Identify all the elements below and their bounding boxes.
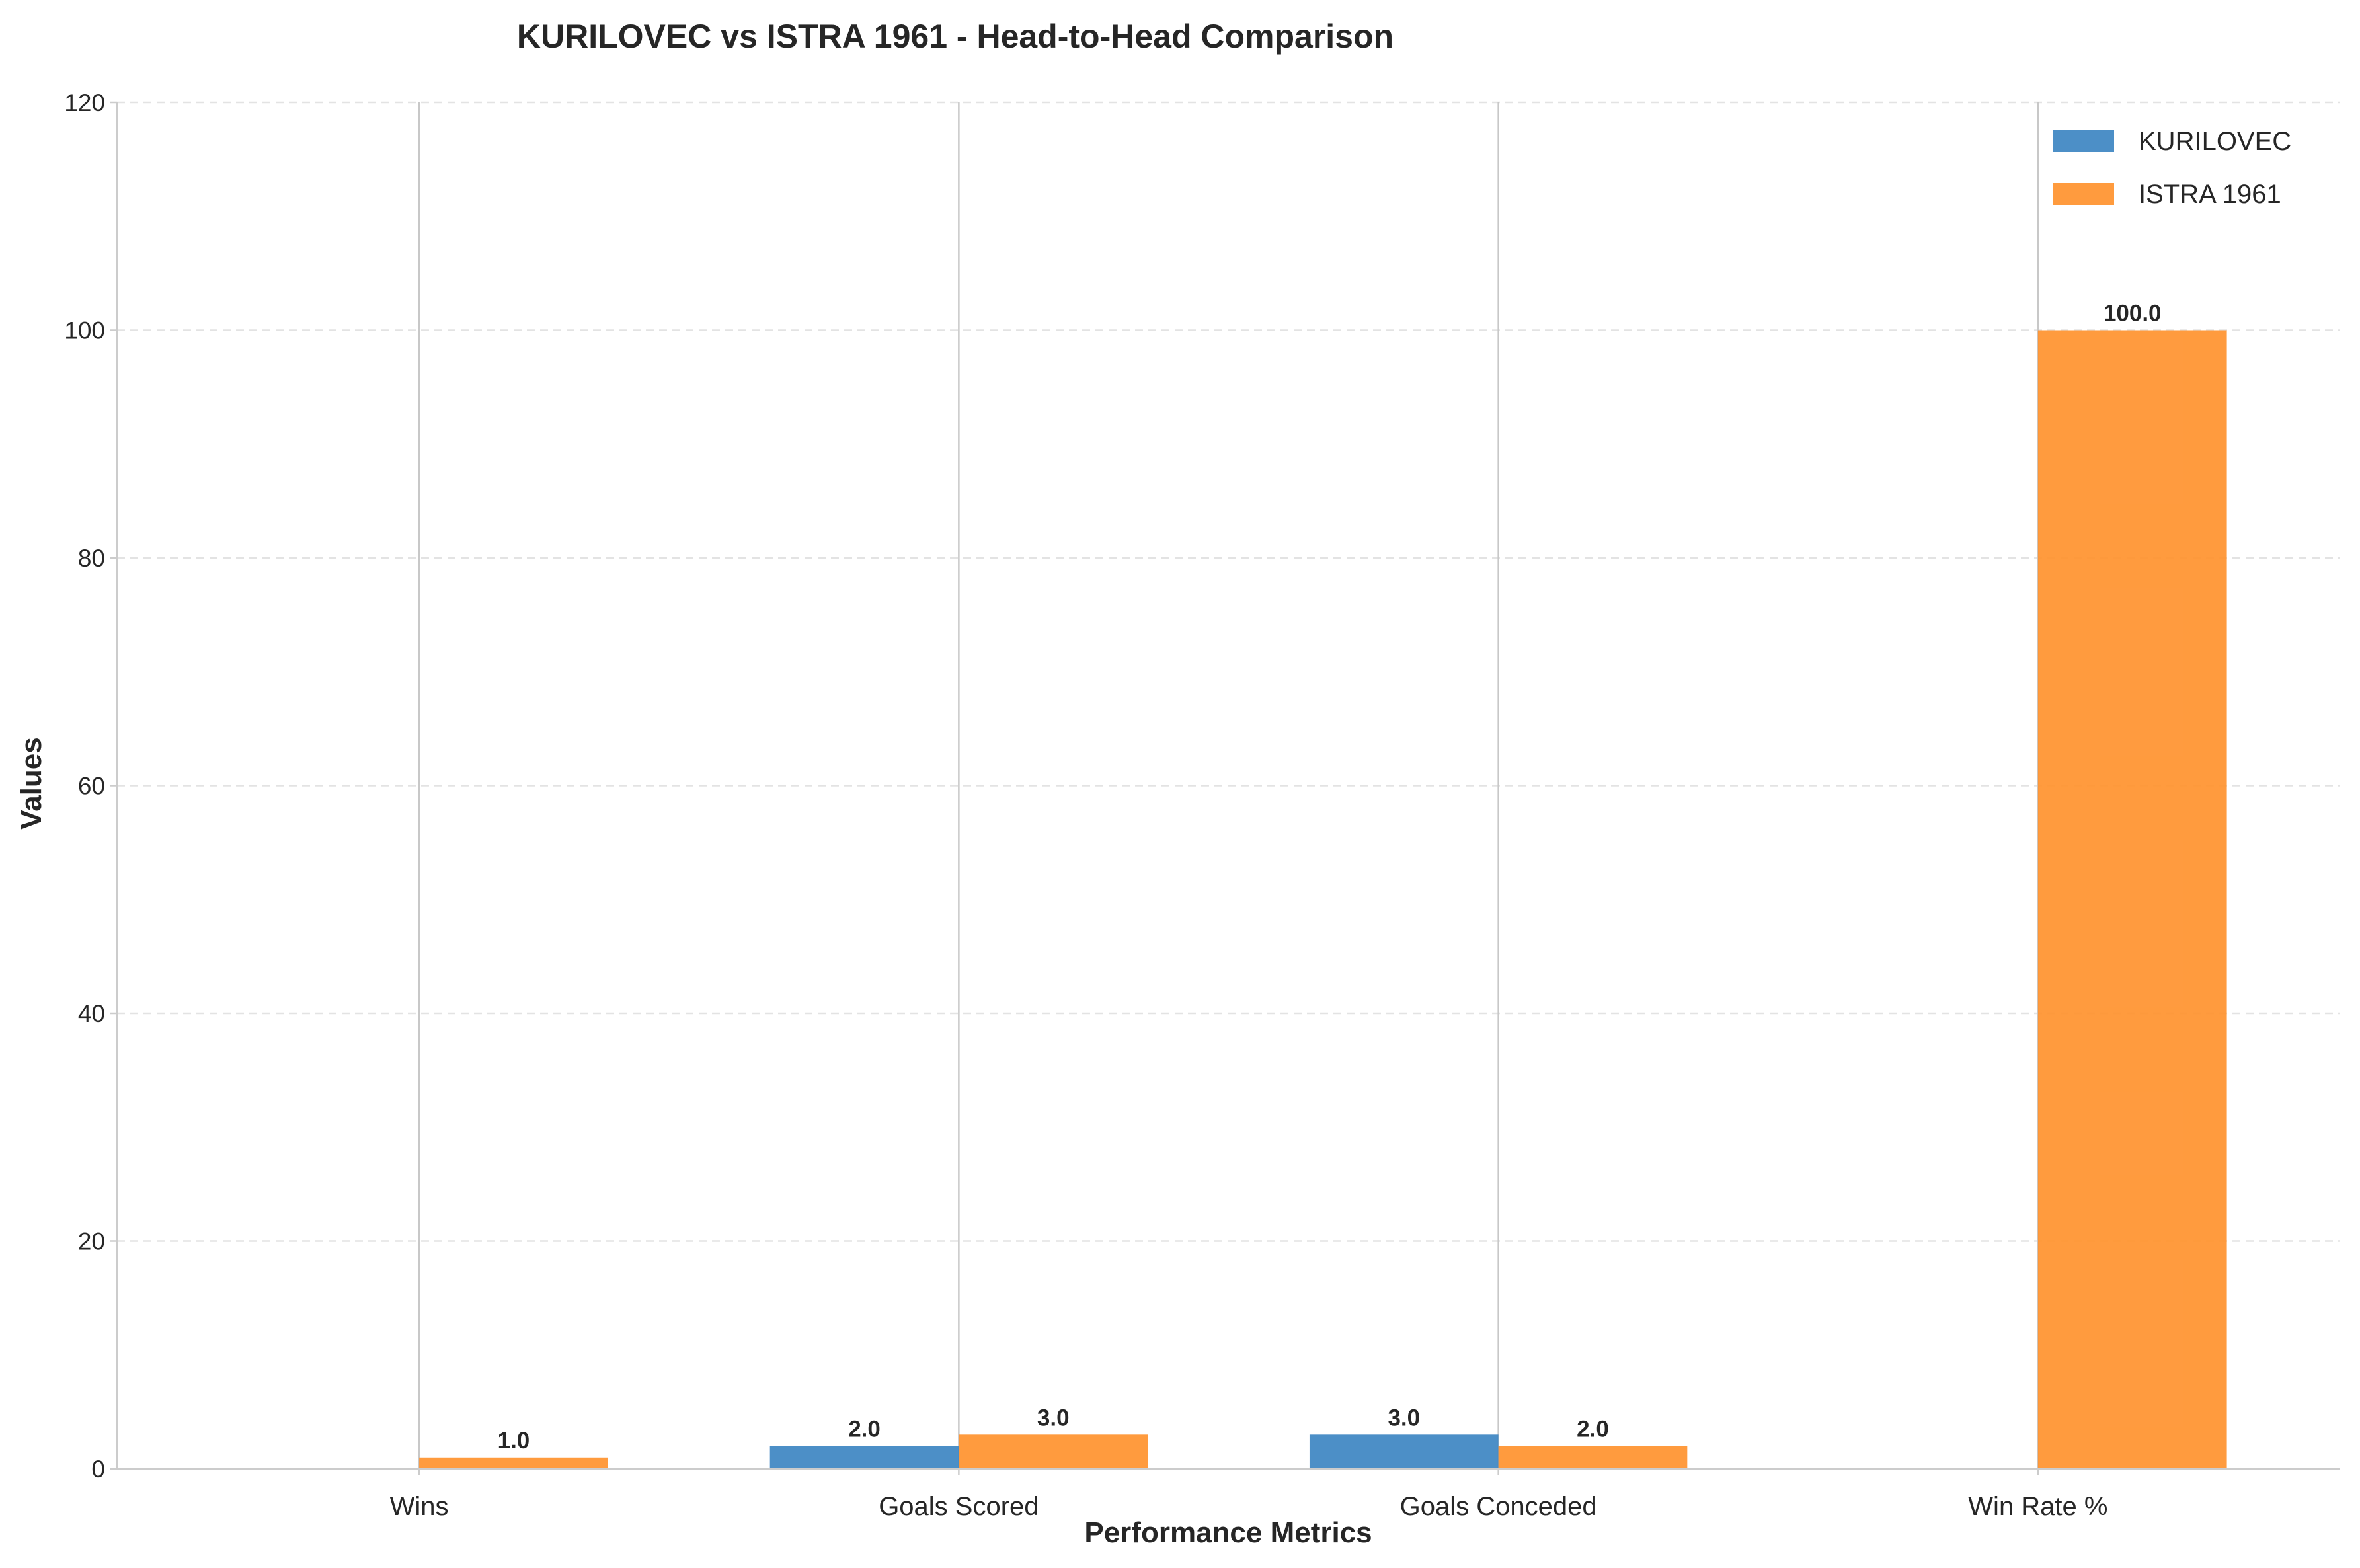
data-label: 1.0 bbox=[498, 1428, 530, 1454]
legend: KURILOVEC ISTRA 1961 bbox=[2053, 127, 2291, 209]
y-tick-label: 120 bbox=[64, 89, 105, 116]
y-tick-label: 60 bbox=[78, 773, 105, 800]
data-label: 2.0 bbox=[848, 1417, 881, 1442]
x-axis-label: Performance Metrics bbox=[1084, 1516, 1372, 1549]
grid-lines bbox=[117, 101, 2340, 1470]
bars bbox=[419, 330, 2227, 1469]
y-tick-label: 20 bbox=[78, 1228, 105, 1255]
legend-swatch bbox=[2053, 130, 2114, 152]
bar-series-1-2 bbox=[1309, 1434, 1499, 1469]
y-tick-label: 100 bbox=[64, 317, 105, 344]
chart-title: KURILOVEC vs ISTRA 1961 - Head-to-Head C… bbox=[517, 18, 1394, 55]
x-tick-label: Goals Conceded bbox=[1400, 1492, 1597, 1521]
bar-series-1-1 bbox=[769, 1446, 959, 1469]
y-tick-label: 40 bbox=[78, 1000, 105, 1027]
data-labels: 2.0 3.0 1.0 3.0 2.0 100.0 bbox=[498, 301, 2162, 1454]
y-tick-labels: 0 20 40 60 80 100 120 bbox=[64, 89, 105, 1483]
data-label: 100.0 bbox=[2104, 301, 2162, 327]
legend-swatch bbox=[2053, 183, 2114, 205]
y-tick-label: 80 bbox=[78, 545, 105, 572]
x-tick-label: Win Rate % bbox=[1968, 1492, 2107, 1521]
bar-series-2-1 bbox=[959, 1434, 1148, 1469]
x-tick-label: Wins bbox=[390, 1492, 449, 1521]
bar-series-2-0 bbox=[419, 1457, 608, 1469]
y-axis-label: Values bbox=[15, 737, 48, 829]
legend-entry: ISTRA 1961 bbox=[2139, 180, 2281, 209]
data-label: 3.0 bbox=[1037, 1405, 1070, 1431]
x-tick-label: Goals Scored bbox=[879, 1492, 1039, 1521]
x-tick-labels: Wins Goals Scored Goals Conceded Win Rate % bbox=[390, 1492, 2108, 1521]
bar-series-2-3 bbox=[2037, 330, 2227, 1469]
bar-series-2-2 bbox=[1498, 1446, 1688, 1469]
y-tick-label: 0 bbox=[91, 1456, 105, 1483]
axes bbox=[110, 101, 2340, 1475]
data-label: 2.0 bbox=[1577, 1417, 1609, 1442]
data-label: 3.0 bbox=[1388, 1405, 1420, 1431]
legend-entry: KURILOVEC bbox=[2139, 127, 2291, 156]
